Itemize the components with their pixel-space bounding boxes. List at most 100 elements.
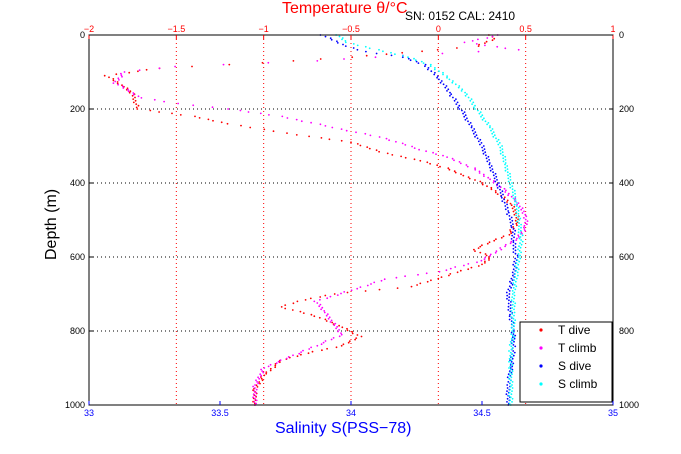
data-point <box>512 333 515 335</box>
data-point <box>108 76 110 79</box>
data-point <box>481 146 483 149</box>
data-point <box>396 287 399 289</box>
data-point <box>378 48 380 51</box>
data-point <box>341 326 344 329</box>
data-point <box>509 242 512 245</box>
data-point <box>491 35 494 38</box>
data-point <box>488 162 491 164</box>
data-point <box>451 157 454 160</box>
data-point <box>526 220 529 223</box>
data-point <box>506 401 508 403</box>
temperature-tick-label: −1.5 <box>167 24 185 34</box>
legend-marker <box>539 382 543 386</box>
data-point <box>474 179 476 181</box>
data-point <box>468 123 471 126</box>
data-point <box>262 371 265 374</box>
data-point <box>488 256 490 258</box>
data-point <box>445 85 448 87</box>
data-point <box>395 140 397 143</box>
data-point <box>510 376 513 379</box>
data-point <box>284 304 287 306</box>
data-point <box>505 189 507 192</box>
data-point <box>500 236 503 239</box>
data-point <box>508 290 511 292</box>
data-point <box>489 253 492 256</box>
data-point <box>441 52 444 55</box>
data-point <box>454 171 457 174</box>
data-point <box>508 377 510 380</box>
data-point <box>513 297 515 300</box>
data-point <box>410 285 413 288</box>
data-point <box>364 45 367 48</box>
data-point <box>464 114 467 117</box>
data-point <box>508 299 510 302</box>
data-point <box>466 165 469 168</box>
data-point <box>420 60 423 63</box>
data-point <box>426 68 429 71</box>
data-point <box>518 237 521 240</box>
data-point <box>473 248 475 251</box>
data-point <box>513 351 516 354</box>
data-point <box>334 322 337 325</box>
data-point <box>469 99 472 102</box>
data-point <box>385 53 388 56</box>
series-s-dive <box>319 34 519 406</box>
data-point <box>513 189 516 192</box>
data-point <box>344 40 347 42</box>
data-point <box>324 125 327 127</box>
data-point <box>117 83 119 86</box>
data-point <box>507 288 510 291</box>
depth-tick-label-left: 1000 <box>65 400 85 410</box>
data-point <box>507 174 509 177</box>
data-point <box>521 234 524 237</box>
data-point <box>260 374 263 377</box>
data-point <box>516 220 518 223</box>
data-point <box>346 327 348 330</box>
data-point <box>506 199 509 202</box>
data-point <box>511 296 514 298</box>
data-point <box>506 165 509 167</box>
data-point <box>463 115 466 118</box>
data-point <box>511 271 514 274</box>
data-point <box>356 287 359 290</box>
data-point <box>467 268 470 271</box>
data-point <box>509 183 511 186</box>
data-point <box>153 98 156 101</box>
data-point <box>483 175 485 178</box>
data-point <box>508 391 511 394</box>
data-point <box>512 247 515 250</box>
data-point <box>504 205 507 207</box>
data-point <box>320 137 323 139</box>
data-point <box>469 122 472 124</box>
data-point <box>471 129 474 132</box>
data-point <box>519 217 522 220</box>
data-point <box>429 63 432 66</box>
data-point <box>355 131 357 134</box>
depth-tick-label-left: 0 <box>80 30 85 40</box>
data-point <box>488 163 491 166</box>
data-point <box>309 297 312 300</box>
data-point <box>350 289 353 292</box>
data-point <box>359 144 362 147</box>
data-point <box>158 111 161 113</box>
temperature-tick-label: 0 <box>436 24 441 34</box>
data-point <box>462 112 464 115</box>
data-point <box>291 309 294 311</box>
data-point <box>496 140 498 143</box>
data-point <box>340 332 342 334</box>
data-point <box>519 242 521 245</box>
data-point <box>313 300 316 303</box>
data-point <box>514 197 517 200</box>
data-point <box>448 274 450 277</box>
data-point <box>463 111 466 113</box>
data-point <box>481 263 483 266</box>
data-point <box>137 104 140 107</box>
data-point <box>310 313 313 316</box>
data-point <box>517 236 520 238</box>
data-point <box>472 106 475 109</box>
data-point <box>226 122 229 125</box>
data-point <box>509 179 512 181</box>
data-point <box>411 145 413 148</box>
data-point <box>511 207 514 210</box>
data-point <box>462 174 465 177</box>
